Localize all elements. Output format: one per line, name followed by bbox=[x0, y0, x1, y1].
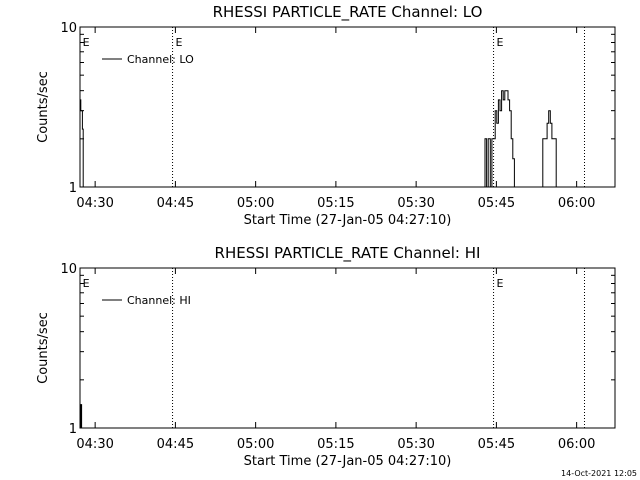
y-tick-label: 1 bbox=[69, 181, 77, 196]
plot-frame bbox=[79, 26, 616, 188]
x-tick-label: 05:00 bbox=[237, 437, 274, 452]
edge-marker-label: E bbox=[83, 36, 90, 49]
generated-timestamp: 14-Oct-2021 12:05 bbox=[561, 469, 637, 478]
event-label: E bbox=[497, 277, 504, 290]
x-axis-label: Start Time (27-Jan-05 04:27:10) bbox=[244, 454, 452, 469]
x-tick-label: 05:45 bbox=[478, 437, 515, 452]
x-tick-label: 05:30 bbox=[397, 196, 434, 211]
plot-frame bbox=[79, 267, 616, 429]
y-tick-label: 10 bbox=[60, 21, 77, 36]
y-axis-label: Counts/sec bbox=[36, 312, 51, 384]
x-tick-label: 06:00 bbox=[558, 437, 595, 452]
x-tick-label: 05:30 bbox=[397, 437, 434, 452]
x-tick-label: 05:15 bbox=[317, 437, 354, 452]
series-line bbox=[80, 404, 83, 429]
chart-title: RHESSI PARTICLE_RATE Channel: HI bbox=[215, 244, 481, 263]
x-tick-label: 04:45 bbox=[157, 437, 194, 452]
legend-label: Channel: LO bbox=[127, 53, 194, 66]
y-tick-label: 1 bbox=[69, 422, 77, 437]
chart-panel-2: RHESSI PARTICLE_RATE Channel: HI Counts/s… bbox=[36, 244, 616, 469]
event-label: E bbox=[176, 36, 183, 49]
y-axis-label: Counts/sec bbox=[36, 71, 51, 143]
edge-marker-label: E bbox=[83, 277, 90, 290]
chart-panel-1: RHESSI PARTICLE_RATE Channel: LO Counts/s… bbox=[36, 3, 616, 228]
chart-title: RHESSI PARTICLE_RATE Channel: LO bbox=[213, 3, 483, 22]
x-tick-label: 04:30 bbox=[76, 196, 113, 211]
x-tick-label: 05:15 bbox=[317, 196, 354, 211]
legend-label: Channel: HI bbox=[127, 294, 191, 307]
event-label: E bbox=[497, 36, 504, 49]
x-tick-label: 06:00 bbox=[558, 196, 595, 211]
x-tick-label: 04:45 bbox=[157, 196, 194, 211]
x-tick-label: 05:45 bbox=[478, 196, 515, 211]
x-tick-label: 05:00 bbox=[237, 196, 274, 211]
y-tick-label: 10 bbox=[60, 262, 77, 277]
x-axis-label: Start Time (27-Jan-05 04:27:10) bbox=[244, 213, 452, 228]
x-tick-label: 04:30 bbox=[76, 437, 113, 452]
series-line bbox=[80, 90, 557, 188]
